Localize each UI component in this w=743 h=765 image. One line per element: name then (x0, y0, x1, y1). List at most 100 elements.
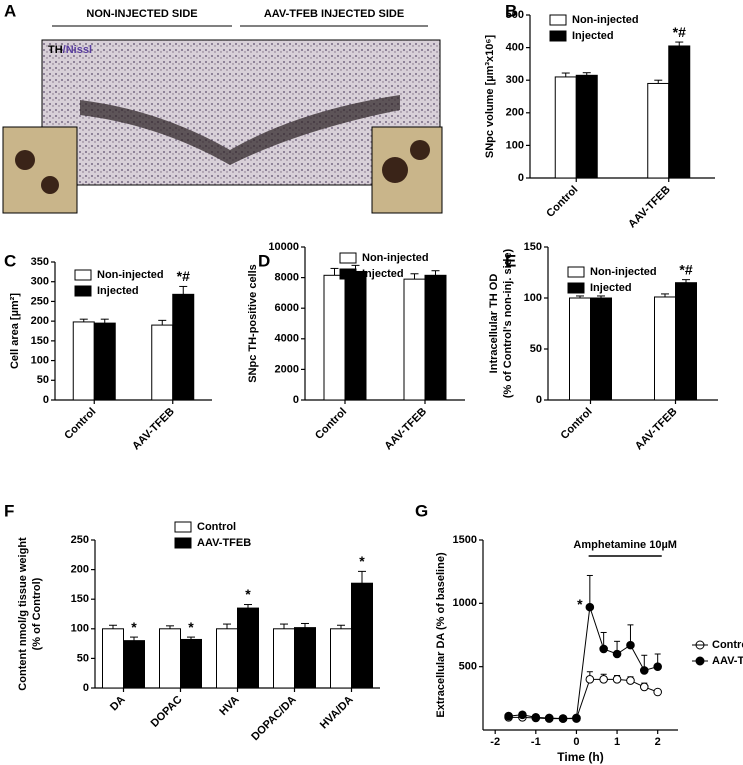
stain-nissl: /Nissl (63, 44, 92, 56)
inset-cell (382, 157, 408, 183)
legend-label: AAV-TFEB (712, 655, 743, 667)
x-tick-label: 2 (655, 736, 661, 748)
point (599, 675, 608, 684)
x-tick-label: Control (62, 406, 98, 442)
heading: NON-INJECTED SIDE (86, 8, 197, 20)
y-tick-label: 500 (506, 9, 524, 21)
legend-label: Non-injected (362, 252, 429, 264)
panel-letter: E (505, 251, 516, 270)
y-tick-label: 250 (71, 534, 89, 546)
y-tick-label: 2000 (275, 363, 299, 375)
y-tick-label: 150 (31, 335, 49, 347)
y-tick-label: 1000 (453, 597, 477, 609)
panel-letter: C (4, 251, 16, 270)
significance-label: *# (177, 268, 190, 284)
legend-label: Injected (572, 30, 614, 42)
y-axis-label: SNpc volume [µm³x10⁶] (484, 35, 496, 159)
y-tick-label: 0 (83, 682, 89, 694)
stain-label: TH/Nissl (48, 44, 92, 56)
y-tick-label: 0 (43, 394, 49, 406)
legend-label: Non-injected (572, 14, 639, 26)
x-tick-label: Control (559, 406, 595, 442)
bar (424, 274, 447, 401)
y-axis-label: (% of Control) (31, 577, 43, 650)
bar (172, 293, 195, 401)
bar (216, 628, 238, 689)
x-tick-label: HVA (217, 694, 241, 718)
y-tick-label: 100 (506, 139, 524, 151)
panel-letter: F (4, 501, 14, 520)
y-tick-label: 200 (71, 564, 89, 576)
y-tick-label: 150 (524, 241, 542, 253)
y-axis-label: Intracellular TH OD (488, 274, 500, 374)
point (585, 675, 595, 684)
point (518, 710, 527, 720)
y-axis-label: Extracellular DA (% of baseline) (435, 552, 447, 718)
y-tick-label: 0 (518, 172, 524, 184)
bar (675, 282, 697, 401)
inset-cell (410, 140, 430, 160)
legend-label: Injected (97, 285, 139, 297)
legend-label: Non-injected (590, 266, 657, 278)
bar (668, 45, 691, 179)
y-tick-label: 100 (31, 354, 49, 366)
point (653, 687, 662, 697)
bar (569, 297, 591, 401)
legend-swatch (339, 252, 357, 264)
inset-cell (41, 176, 59, 194)
x-tick-label: DA (108, 694, 128, 714)
y-tick-label: 4000 (275, 333, 299, 345)
point (639, 666, 649, 675)
bar (294, 627, 316, 689)
bar (575, 74, 598, 179)
x-tick-label: DOPAC (149, 694, 185, 730)
y-axis-label: Content nmol/g tissue weight (17, 537, 29, 691)
bar (93, 322, 116, 401)
x-tick-label: -2 (490, 736, 500, 748)
legend-swatch (174, 521, 192, 533)
x-tick-label: AAV-TFEB (130, 406, 177, 453)
y-tick-label: 250 (31, 295, 49, 307)
legend-swatch (567, 282, 585, 294)
y-tick-label: 50 (530, 343, 542, 355)
point (653, 662, 662, 671)
y-tick-label: 1500 (453, 534, 477, 546)
bar (151, 324, 174, 401)
point (572, 713, 581, 723)
legend-swatch (174, 537, 192, 549)
inset-image (2, 126, 78, 214)
bar (403, 278, 426, 401)
significance-label: *# (673, 24, 686, 40)
y-tick-label: 50 (77, 652, 89, 664)
legend-label: Injected (362, 268, 404, 280)
y-tick-label: 300 (506, 74, 524, 86)
legend-swatch (74, 285, 92, 297)
panel-letter: G (415, 501, 428, 520)
substantia-nigra (80, 95, 400, 165)
y-tick-label: 6000 (275, 302, 299, 314)
y-tick-label: 8000 (275, 272, 299, 284)
significance-label: *# (679, 261, 692, 277)
x-tick-label: DOPAC/DA (249, 694, 298, 743)
y-tick-label: 200 (31, 315, 49, 327)
y-tick-label: 300 (31, 276, 49, 288)
treatment-label: Amphetamine 10µM (573, 539, 677, 551)
legend-label: Control (197, 521, 236, 533)
y-tick-label: 100 (71, 623, 89, 635)
series-line (508, 678, 658, 720)
y-tick-label: 400 (506, 42, 524, 54)
y-axis-label: SNpc TH-positive cells (247, 264, 259, 383)
point (626, 640, 635, 650)
legend-label: Control (712, 639, 743, 651)
panel-letter: D (258, 251, 270, 270)
y-axis-label: (% of Control's non-inj. side) (502, 249, 514, 399)
panel-a: A NON-INJECTED SIDE AAV-TFEB INJECTED SI… (2, 1, 443, 214)
y-tick-label: 500 (459, 661, 477, 673)
point (626, 676, 635, 685)
legend-swatch (74, 269, 92, 281)
bar (590, 297, 612, 401)
inset-cell (15, 150, 35, 170)
point (504, 711, 513, 721)
legend-swatch (549, 30, 567, 42)
